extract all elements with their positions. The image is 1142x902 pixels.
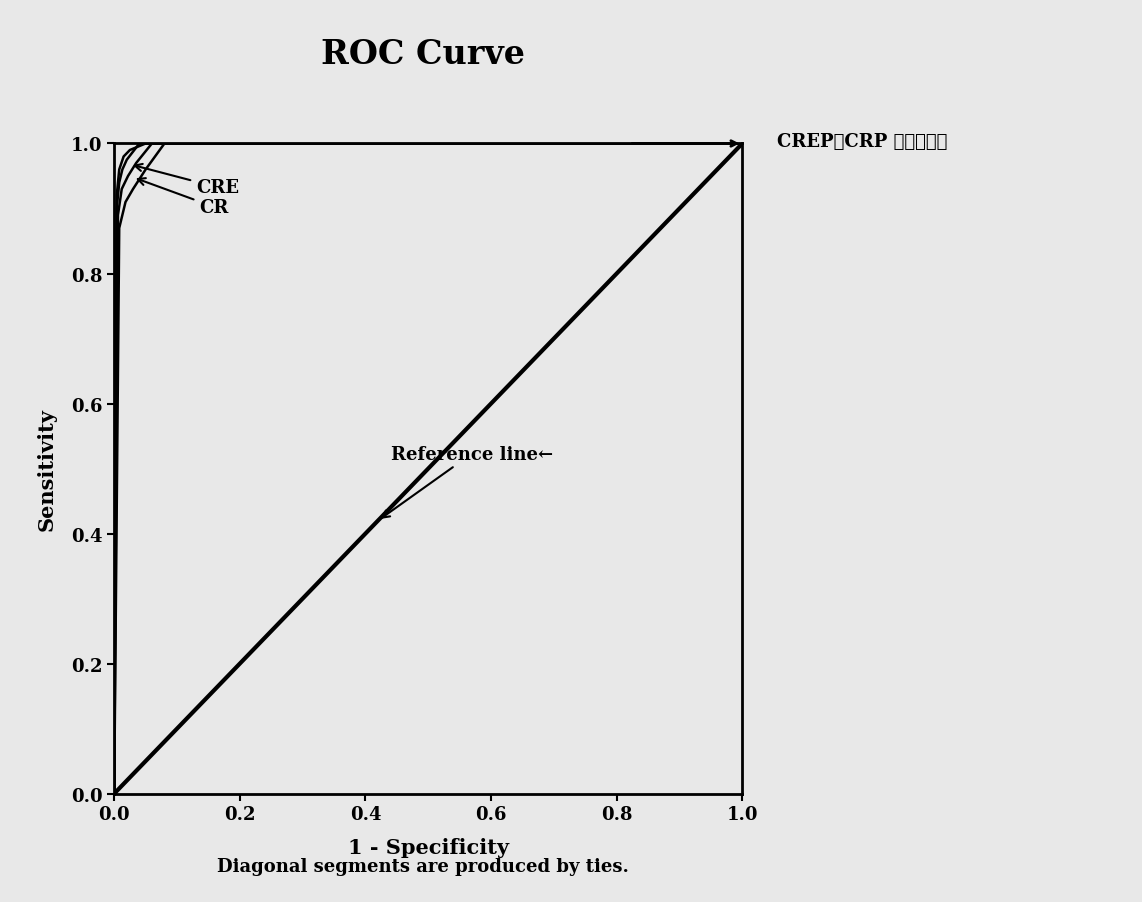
Text: Diagonal segments are produced by ties.: Diagonal segments are produced by ties. <box>217 857 628 875</box>
Y-axis label: Sensitivity: Sensitivity <box>37 408 57 530</box>
Text: CR: CR <box>138 179 228 216</box>
X-axis label: 1 - Specificity: 1 - Specificity <box>348 837 508 858</box>
Text: CREP，CRP 的敏感性合: CREP，CRP 的敏感性合 <box>777 133 947 151</box>
Text: Reference line←: Reference line← <box>383 446 553 518</box>
Text: ROC Curve: ROC Curve <box>321 38 524 70</box>
Text: CRE: CRE <box>135 165 239 197</box>
